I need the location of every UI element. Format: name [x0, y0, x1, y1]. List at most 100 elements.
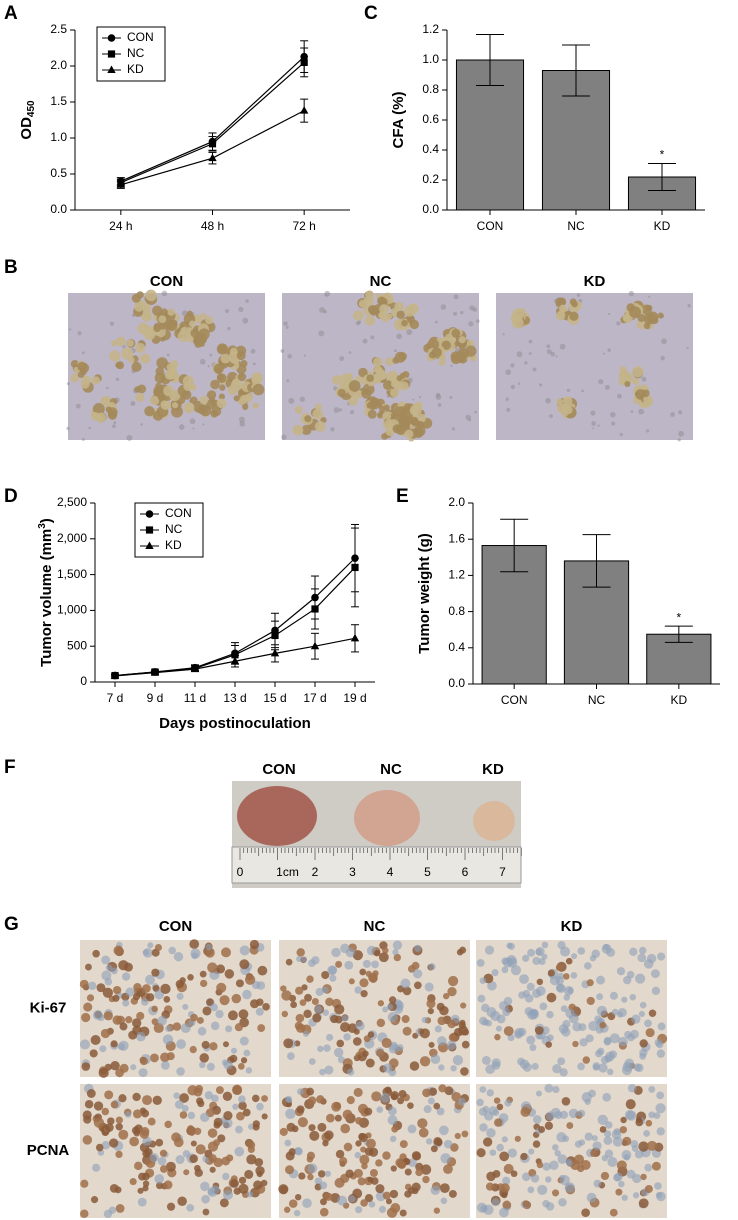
colony-image-texture [171, 402, 179, 409]
ihc-image-texture [519, 974, 529, 984]
ihc-image-texture [373, 949, 381, 957]
ihc-image-texture [606, 1068, 614, 1076]
colony-image-texture [239, 421, 246, 427]
colony-image-texture [410, 416, 419, 426]
colony-image-texture [418, 396, 421, 399]
ihc-image-texture [204, 1091, 214, 1100]
colony-image-texture [403, 403, 412, 412]
ihc-image-texture [131, 1126, 140, 1135]
ihc-image-texture [359, 1154, 370, 1165]
ihc-image-texture [367, 1031, 375, 1038]
ihc-image-texture [82, 1135, 93, 1145]
ihc-image-texture [253, 1180, 263, 1190]
ihc-image-texture [427, 1007, 434, 1015]
ihc-image-texture [555, 976, 565, 985]
x-tick-label: 11 d [184, 691, 206, 705]
ihc-image-texture [639, 1039, 648, 1048]
ihc-image-texture [599, 1021, 607, 1029]
colony-image-texture [379, 304, 390, 315]
colony-image-texture [109, 350, 121, 362]
ihc-image-texture [132, 1092, 141, 1102]
ihc-image-texture [457, 1097, 466, 1106]
ihc-image-texture [565, 1008, 575, 1019]
ihc-image-texture [428, 1041, 435, 1048]
ihc-image-texture [238, 1101, 247, 1111]
ihc-image-texture [246, 1154, 257, 1165]
ihc-image-texture [307, 1173, 314, 1181]
ihc-image-texture [284, 1139, 292, 1147]
ruler-label: 6 [462, 865, 469, 879]
ihc-image-texture [335, 960, 343, 968]
ihc-image-texture [584, 1132, 593, 1141]
ihc-image-texture [439, 1125, 449, 1136]
ihc-image-texture [424, 982, 434, 992]
colony-image-texture [610, 411, 616, 418]
ihc-image-texture [596, 1005, 608, 1016]
ihc-image-texture [199, 1053, 209, 1063]
column-label: CON [262, 761, 295, 778]
ihc-image-texture [147, 942, 154, 949]
colony-image-texture [592, 427, 595, 430]
colony-image-texture [569, 311, 579, 321]
colony-image-texture [409, 319, 420, 330]
ihc-image-texture [499, 1207, 509, 1218]
tumor [473, 801, 515, 841]
column-label: KD [482, 761, 504, 778]
colony-image-texture [399, 381, 409, 391]
colony-image-texture [339, 356, 345, 361]
colony-image-texture [389, 388, 399, 398]
ihc-image-texture [404, 1168, 412, 1176]
ihc-image-texture [657, 952, 666, 961]
ihc-image-texture [377, 1000, 385, 1007]
ihc-image-texture [180, 1023, 191, 1034]
colony-image-texture [437, 403, 442, 407]
ihc-image-texture [461, 1040, 470, 1049]
ihc-image-texture [577, 947, 586, 955]
colony-image-texture [111, 339, 118, 347]
colony-image-texture [539, 383, 543, 387]
ihc-image-texture [343, 1033, 351, 1041]
ihc-image-texture [240, 1057, 248, 1064]
ihc-image-texture [621, 1194, 628, 1201]
x-tick-label: 48 h [201, 219, 224, 233]
ihc-image-texture [137, 1187, 144, 1194]
ihc-image-texture [119, 1022, 128, 1031]
ihc-image-texture [233, 1187, 241, 1195]
ihc-image-texture [238, 1176, 247, 1185]
ihc-image-texture [354, 986, 362, 994]
ihc-image-texture [577, 1109, 586, 1118]
colony-image-texture [638, 408, 645, 415]
colony-image-texture [158, 315, 167, 324]
ihc-image-texture [604, 1130, 612, 1138]
colony-image-texture [393, 381, 403, 391]
colony-image-texture [207, 390, 217, 400]
colony-image-texture [438, 358, 446, 366]
ihc-image-texture [494, 1033, 501, 1041]
colony-image-texture [238, 306, 244, 312]
ihc-image-texture [437, 1016, 447, 1026]
ihc-image-texture [541, 941, 549, 949]
ihc-image-texture [291, 1125, 299, 1133]
colony-image-texture [517, 382, 521, 385]
ihc-image-texture [388, 1106, 397, 1116]
colony-image-texture [115, 377, 120, 381]
colony-image-texture [349, 410, 355, 415]
ihc-image-texture [229, 1054, 238, 1063]
ihc-image-texture [638, 1198, 649, 1209]
ihc-image-texture [334, 1114, 342, 1122]
ihc-image-texture [319, 1198, 327, 1206]
ihc-image-texture [112, 994, 120, 1002]
ihc-image-texture [477, 994, 486, 1003]
colony-image-texture [216, 373, 227, 384]
ihc-image-texture [565, 957, 573, 965]
ihc-image-texture [541, 1026, 550, 1035]
ihc-image-texture [643, 958, 654, 969]
colony-image-texture [416, 420, 424, 429]
ihc-image-texture [391, 1125, 399, 1133]
ihc-image-texture [334, 1015, 343, 1024]
ihc-image-texture [234, 1023, 243, 1032]
ihc-image-texture [224, 969, 235, 979]
ihc-image-texture [285, 958, 293, 966]
ihc-image-texture [151, 968, 160, 977]
ihc-image-texture [235, 1125, 243, 1134]
